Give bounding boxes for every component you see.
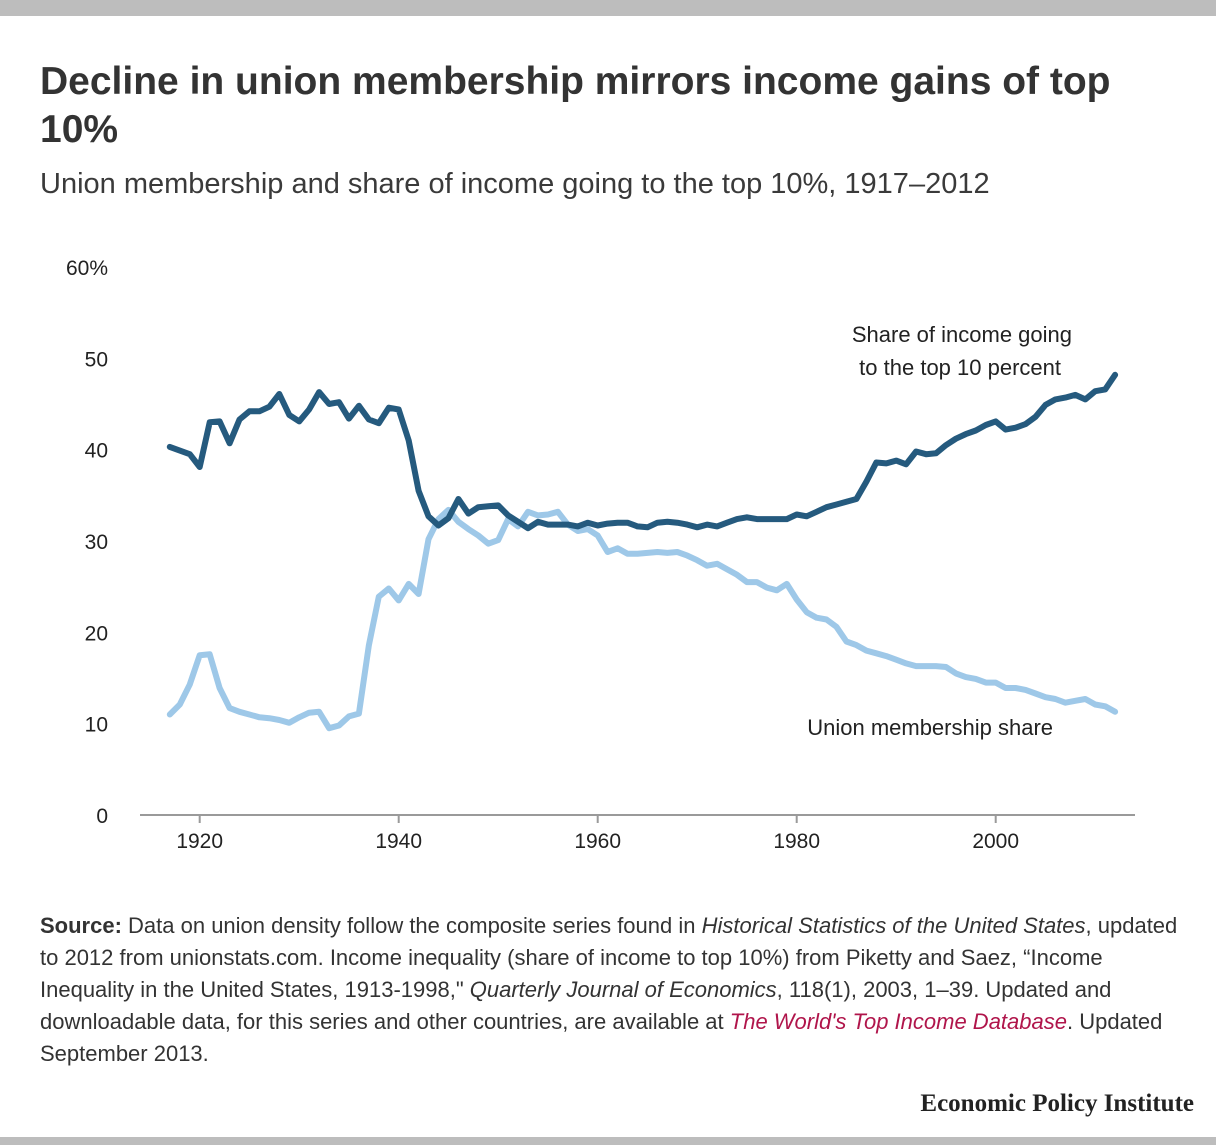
y-tick-label: 20 <box>85 622 108 645</box>
x-tick-label: 1960 <box>574 830 621 853</box>
top10-series-label-line1: Share of income going <box>852 322 1072 347</box>
source-citation-2: Quarterly Journal of Economics <box>469 977 777 1002</box>
source-citation-1: Historical Statistics of the United Stat… <box>701 913 1086 938</box>
source-text-1: Data on union density follow the composi… <box>121 913 702 938</box>
x-tick-label: 1940 <box>375 830 422 853</box>
x-tick-label: 1980 <box>773 830 820 853</box>
x-tick-label: 1920 <box>176 830 223 853</box>
y-tick-label: 10 <box>85 714 108 737</box>
x-tick-label: 2000 <box>972 830 1019 853</box>
top-border-bar <box>0 0 1216 16</box>
y-tick-label: 50 <box>85 348 108 371</box>
y-tick-label: 40 <box>85 440 108 463</box>
top10-income-share-line <box>166 371 1119 532</box>
bottom-border-bar <box>0 1137 1216 1145</box>
y-tick-label: 30 <box>85 531 108 554</box>
chart-title: Decline in union membership mirrors inco… <box>40 60 1111 151</box>
source-lead: Source: <box>40 913 122 938</box>
line-chart: 0 10 20 30 40 50 60% 1920 1940 1960 1980 2000 Shar… <box>66 257 1135 853</box>
top10-series-label-line2: to the top 10 percent <box>859 355 1061 380</box>
source-text-3: , 118(1), 2003, 1–39. Updated and downlo… <box>40 977 1112 1034</box>
series-lines <box>166 371 1119 732</box>
y-tick-label: 0 <box>96 805 108 828</box>
source-text-2: , updated to 2012 from unionstats.com. I… <box>40 913 1178 1002</box>
union-series-label: Union membership share <box>807 715 1053 740</box>
source-note: Source: Data on union density follow the… <box>40 910 1180 1070</box>
union-membership-line <box>166 506 1119 732</box>
y-axis-ticks: 0 10 20 30 40 50 60% <box>66 257 108 828</box>
y-tick-label: 60% <box>66 257 108 280</box>
source-database-link[interactable]: The World's Top Income Database <box>729 1009 1067 1034</box>
chart-subtitle: Union membership and share of income goi… <box>40 168 990 200</box>
publisher-logo: Economic Policy Institute <box>920 1090 1194 1117</box>
source-text-4: . Updated September 2013. <box>40 1009 1163 1066</box>
x-axis-ticks: 1920 1940 1960 1980 2000 <box>176 815 1019 853</box>
